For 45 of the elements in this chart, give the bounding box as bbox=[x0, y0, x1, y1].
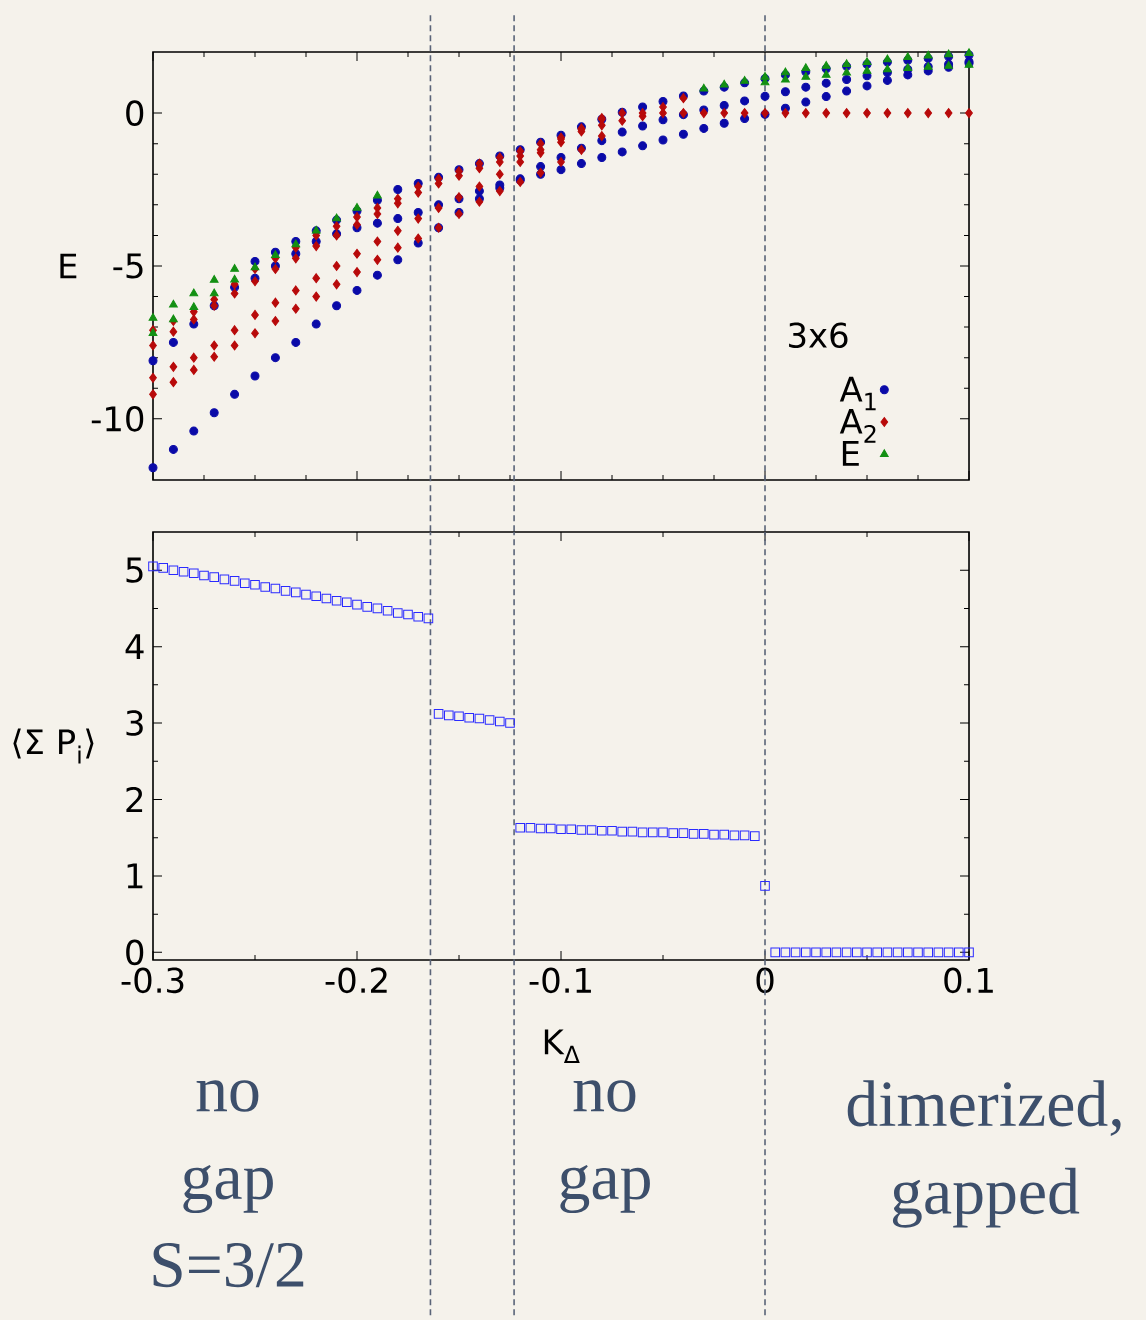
y-tick-label: 1 bbox=[127, 863, 143, 889]
x-tick-label: -0.2 bbox=[325, 967, 387, 994]
y-tick-label: -10 bbox=[91, 406, 144, 432]
y-tick-label: 0 bbox=[126, 100, 144, 126]
y-tick-label: 3 bbox=[126, 710, 143, 736]
point bbox=[740, 76, 750, 84]
x-tick-label: 0.1 bbox=[944, 967, 993, 994]
point bbox=[842, 59, 852, 67]
point bbox=[883, 64, 892, 73]
x-tick-label: 0 bbox=[756, 967, 774, 994]
point bbox=[148, 312, 158, 321]
legend-title: 3x6 bbox=[789, 322, 848, 349]
point bbox=[801, 63, 811, 71]
point bbox=[781, 67, 790, 76]
point bbox=[801, 72, 811, 80]
point bbox=[699, 83, 709, 92]
y-tick-label: 4 bbox=[125, 634, 144, 659]
point bbox=[923, 50, 933, 59]
x-axis-title: K$_{Δ}$ bbox=[544, 1029, 580, 1063]
point bbox=[781, 74, 790, 83]
point bbox=[944, 49, 954, 58]
point bbox=[821, 61, 831, 69]
y-axis-title: E bbox=[60, 253, 77, 279]
point bbox=[719, 79, 729, 88]
y-tick-label: 2 bbox=[126, 786, 143, 813]
point bbox=[964, 48, 974, 56]
text: dimerized, gapped bbox=[847, 1080, 1121, 1228]
point bbox=[883, 54, 892, 63]
point bbox=[760, 72, 770, 80]
text: no gap bbox=[560, 1080, 650, 1214]
point bbox=[189, 288, 199, 297]
y-tick-label: 5 bbox=[126, 557, 143, 583]
point bbox=[230, 264, 239, 272]
point bbox=[209, 275, 219, 283]
point bbox=[842, 67, 852, 76]
legend-label: E bbox=[842, 441, 859, 466]
point bbox=[169, 299, 178, 308]
y-axis-title: ⟨Σ P$_{i}$⟩ bbox=[13, 728, 94, 764]
x-tick-label: -0.3 bbox=[121, 967, 184, 994]
point bbox=[821, 69, 831, 78]
x-tick-label: -0.1 bbox=[529, 967, 591, 994]
y-tick-label: -5 bbox=[113, 253, 143, 279]
text: no gap S=3/2 bbox=[153, 1080, 304, 1288]
point bbox=[352, 202, 362, 211]
y-tick-label: 0 bbox=[126, 939, 144, 966]
